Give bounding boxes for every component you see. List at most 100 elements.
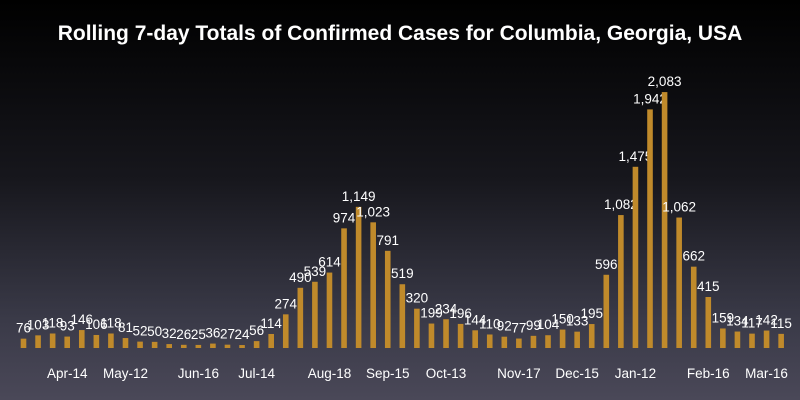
bar-value-label: 25 <box>191 327 206 342</box>
bar-value-label: 150 <box>551 312 574 327</box>
bar <box>370 222 376 348</box>
bar <box>414 308 420 348</box>
bar <box>763 330 770 348</box>
bar <box>93 334 100 348</box>
bar-value-label: 81 <box>118 320 133 335</box>
bar-value-label: 662 <box>682 249 705 264</box>
bar <box>457 323 464 348</box>
bar-value-label: 118 <box>100 316 122 331</box>
bar <box>180 344 187 348</box>
bar-value-label: 1,475 <box>619 149 653 164</box>
x-tick-label: Feb-16 <box>687 366 730 381</box>
bar <box>239 345 245 348</box>
bar-value-label: 50 <box>147 324 162 339</box>
bar <box>501 336 508 348</box>
x-tick-label: Jul-14 <box>238 366 275 381</box>
bar-value-label: 1,942 <box>633 91 667 106</box>
x-tick-label: Nov-17 <box>497 366 541 381</box>
bar-value-label: 196 <box>449 306 472 321</box>
bar-value-label: 199 <box>420 306 443 321</box>
bar <box>384 250 391 348</box>
bar-value-label: 36 <box>205 326 220 341</box>
bar-value-label: 133 <box>566 314 589 329</box>
chart-title: Rolling 7-day Totals of Confirmed Cases … <box>57 22 743 45</box>
bar <box>472 330 478 348</box>
bar-value-label: 234 <box>435 301 458 316</box>
bar-value-label: 1,149 <box>342 189 376 204</box>
bar <box>268 333 274 348</box>
bar-value-label: 519 <box>391 266 414 281</box>
bar <box>210 343 216 348</box>
bar-value-label: 974 <box>333 210 356 225</box>
bar <box>486 334 493 348</box>
bar <box>151 341 158 348</box>
bar <box>574 331 580 348</box>
bar <box>195 344 202 348</box>
bar <box>588 324 595 348</box>
bar <box>530 335 537 348</box>
bar <box>49 333 56 348</box>
bar <box>355 206 362 348</box>
bar-value-label: 415 <box>697 279 720 294</box>
bar-value-label: 76 <box>16 321 31 336</box>
bar <box>326 272 333 348</box>
bar-value-label: 1,082 <box>604 197 638 212</box>
bar-value-label: 195 <box>580 306 603 321</box>
bar <box>64 336 71 348</box>
x-tick-label: Mar-16 <box>745 366 788 381</box>
x-tick-label: Sep-15 <box>366 366 410 381</box>
bar-value-label: 106 <box>85 317 108 332</box>
bar <box>341 228 347 348</box>
bar <box>78 330 85 348</box>
bar <box>545 335 551 348</box>
bar-value-label: 614 <box>318 255 341 270</box>
bar <box>35 335 41 348</box>
bar-value-label: 99 <box>526 318 541 333</box>
x-tick-label: Jan-12 <box>615 366 656 381</box>
bar-value-label: 134 <box>726 314 749 329</box>
bar-value-label: 110 <box>479 316 501 331</box>
bar-value-label: 92 <box>497 319 512 334</box>
bar-value-label: 596 <box>595 257 618 272</box>
bar-value-label: 117 <box>741 316 763 331</box>
x-tick-label: Aug-18 <box>308 366 352 381</box>
bar-value-label: 118 <box>42 316 64 331</box>
bar <box>253 341 260 348</box>
bar <box>676 217 682 348</box>
bar <box>647 109 653 348</box>
bar-value-label: 146 <box>71 312 94 327</box>
bar <box>428 323 435 348</box>
bar-value-label: 274 <box>274 296 297 311</box>
bar <box>443 319 449 348</box>
bar-value-label: 26 <box>176 327 191 342</box>
bar-value-label: 32 <box>162 326 177 341</box>
bar <box>603 274 610 348</box>
x-tick-label: Jun-16 <box>178 366 219 381</box>
bar-value-label: 791 <box>376 233 399 248</box>
bar <box>661 92 668 348</box>
bar <box>108 333 114 348</box>
bar <box>690 266 697 348</box>
bar <box>749 333 755 348</box>
bar-value-label: 27 <box>220 327 235 342</box>
bar <box>705 297 712 348</box>
x-tick-label: Apr-14 <box>47 366 88 381</box>
bar-value-label: 56 <box>249 323 264 338</box>
bar <box>778 333 784 348</box>
bar <box>618 215 624 348</box>
bar-value-label: 2,083 <box>648 74 682 89</box>
bar <box>224 344 231 348</box>
bar-value-label: 320 <box>406 291 429 306</box>
bar <box>734 331 741 348</box>
bar-value-label: 142 <box>755 313 778 328</box>
bar <box>282 314 289 348</box>
bar-value-label: 52 <box>133 324 148 339</box>
bar-value-label: 77 <box>511 321 526 336</box>
x-tick-label: Oct-13 <box>426 366 467 381</box>
bar <box>122 338 129 348</box>
bar-value-label: 114 <box>260 316 282 331</box>
x-tick-label: Dec-15 <box>555 366 599 381</box>
bar <box>516 338 522 348</box>
bar <box>166 344 172 348</box>
